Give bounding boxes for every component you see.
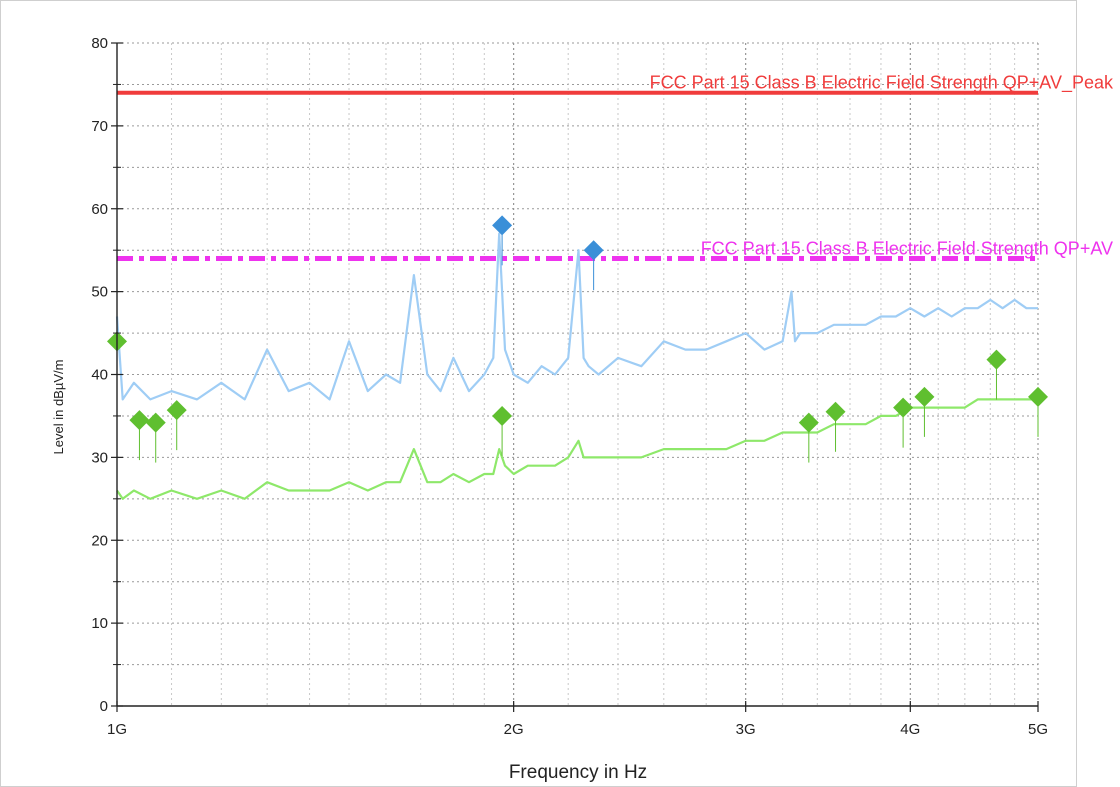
marker-diamond — [1028, 386, 1048, 407]
marker-diamond — [583, 240, 604, 261]
marker-diamond — [492, 215, 513, 236]
y-tick-label: 70 — [91, 118, 108, 135]
y-tick-label: 30 — [91, 449, 108, 466]
marker-diamond — [893, 397, 914, 418]
marker-diamond — [166, 400, 187, 421]
marker-diamond — [492, 405, 513, 426]
y-tick-label: 80 — [91, 35, 108, 52]
marker-diamond — [825, 401, 846, 422]
y-tick-label: 20 — [91, 532, 108, 549]
limit-line-label: FCC Part 15 Class B Electric Field Stren… — [650, 73, 1114, 94]
x-axis-label: Frequency in Hz — [509, 762, 647, 783]
x-tick-label: 5G — [1028, 721, 1048, 738]
axes: 0 10 20 30 40 50 60 70 80 1G 2G 3G 4G 5G — [91, 35, 1048, 738]
y-tick-label: 0 — [100, 698, 108, 715]
marker-diamond — [986, 349, 1007, 370]
series-trace — [115, 232, 1038, 401]
y-tick-label: 60 — [91, 201, 108, 218]
y-axis-label: Level in dBµV/m — [51, 360, 66, 455]
marker-diamond — [145, 412, 166, 433]
y-tick-label: 10 — [91, 615, 108, 632]
limit-line-label: FCC Part 15 Class B Electric Field Stren… — [701, 238, 1113, 258]
x-tick-label: 1G — [107, 721, 127, 738]
y-tick-label: 40 — [91, 367, 108, 384]
chart-border — [0, 0, 1077, 787]
marker-diamond — [798, 412, 819, 433]
marker-diamond — [129, 410, 150, 431]
marker-group — [107, 215, 1048, 463]
x-tick-label: 2G — [504, 721, 524, 738]
y-tick-label: 50 — [91, 284, 108, 301]
marker-diamond — [914, 386, 935, 407]
x-tick-label: 3G — [736, 721, 756, 738]
x-tick-label: 4G — [900, 721, 920, 738]
limit-lines: FCC Part 15 Class B Electric Field Stren… — [117, 73, 1114, 261]
